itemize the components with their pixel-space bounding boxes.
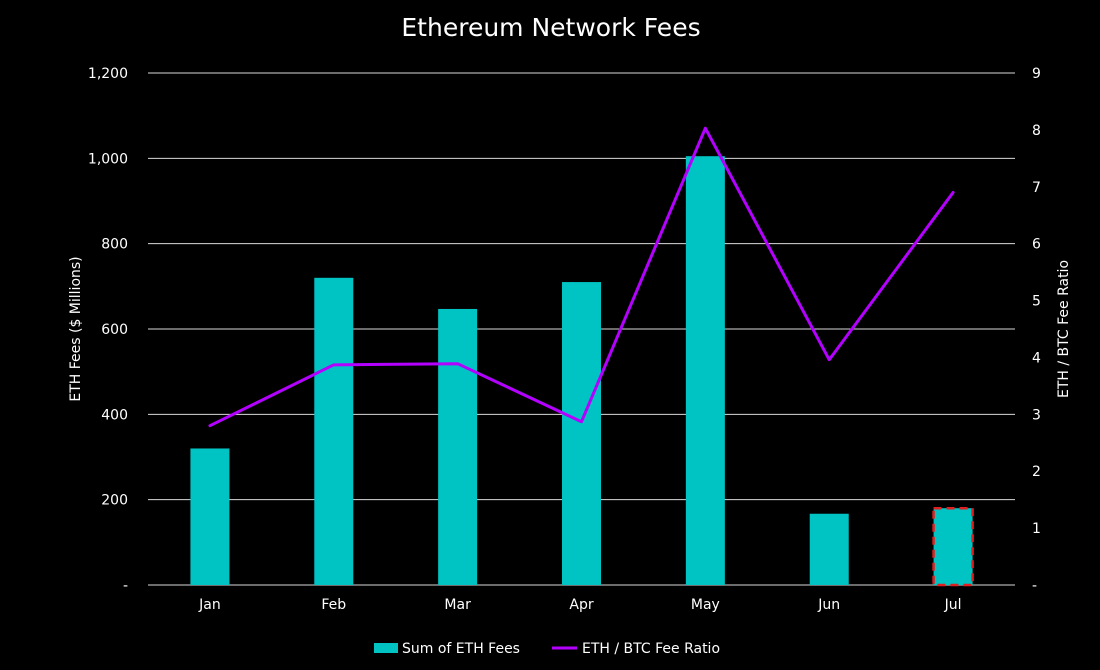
y-axis-left-ticks: - 200 400 600 800 1,000 1,200 xyxy=(88,66,128,594)
y2-tick-label: 1 xyxy=(1032,521,1041,537)
x-tick-label: Jan xyxy=(198,597,221,613)
y-axis-right-ticks: - 1 2 3 4 5 6 7 8 9 xyxy=(1032,66,1041,594)
chart-title: Ethereum Network Fees xyxy=(401,13,700,42)
y-tick-label: 200 xyxy=(101,493,128,509)
bar-jan xyxy=(190,448,230,585)
line-series xyxy=(208,126,955,428)
x-tick-label: Mar xyxy=(444,597,471,613)
y2-tick-label: 7 xyxy=(1032,180,1041,196)
x-tick-label: Apr xyxy=(569,597,593,613)
y2-tick-label: 9 xyxy=(1032,66,1041,82)
bar-series xyxy=(190,156,973,585)
x-tick-label: May xyxy=(691,597,720,613)
y-tick-label: 400 xyxy=(101,407,128,423)
highlight-box xyxy=(932,506,974,587)
y-tick-label: - xyxy=(123,578,128,594)
y-tick-label: 1,200 xyxy=(88,66,128,82)
y2-tick-label: 5 xyxy=(1032,294,1041,310)
bar-apr xyxy=(562,282,601,585)
bar-feb xyxy=(314,277,354,585)
y2-tick-label: - xyxy=(1032,578,1037,594)
y2-tick-label: 3 xyxy=(1032,407,1041,423)
bar-jun xyxy=(809,513,849,585)
legend-swatch-bar xyxy=(374,643,398,653)
bar-jul xyxy=(933,508,973,585)
y-tick-label: 800 xyxy=(101,237,128,253)
y-axis-right-title: ETH / BTC Fee Ratio xyxy=(1056,260,1072,398)
y2-tick-label: 6 xyxy=(1032,237,1041,253)
highlight-rect xyxy=(932,506,974,587)
legend-label-line: ETH / BTC Fee Ratio xyxy=(582,641,720,657)
x-axis-ticks: Jan Feb Mar Apr May Jun Jul xyxy=(198,597,961,613)
bar-may xyxy=(685,156,725,585)
legend: Sum of ETH Fees ETH / BTC Fee Ratio xyxy=(374,641,720,657)
bar-mar xyxy=(438,308,478,585)
y2-tick-label: 2 xyxy=(1032,464,1041,480)
y-tick-label: 1,000 xyxy=(88,151,128,167)
legend-label-bar: Sum of ETH Fees xyxy=(402,641,520,657)
ratio-line xyxy=(208,126,955,428)
x-tick-label: Jul xyxy=(944,597,962,613)
y2-tick-label: 8 xyxy=(1032,123,1041,139)
y-axis-left-title: ETH Fees ($ Millions) xyxy=(68,256,84,401)
x-tick-label: Jun xyxy=(817,597,840,613)
y-tick-label: 600 xyxy=(101,322,128,338)
x-tick-label: Feb xyxy=(321,597,346,613)
y2-tick-label: 4 xyxy=(1032,350,1041,366)
